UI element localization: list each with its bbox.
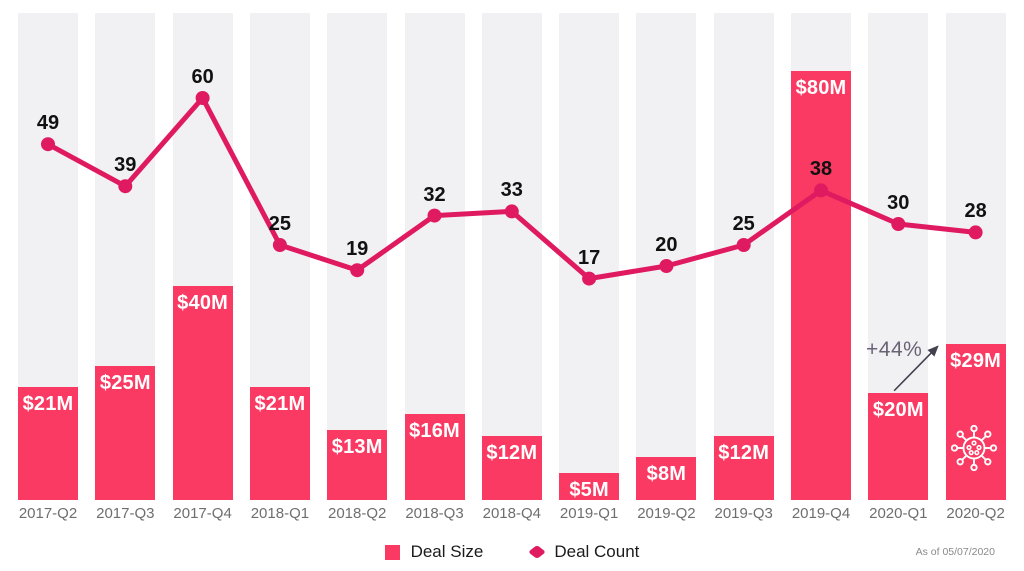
deal-count-marker — [891, 217, 906, 231]
deal-size-bar-2019-Q2: $8M — [636, 457, 697, 500]
deal-size-value-label: $12M — [486, 441, 538, 464]
deal-count-marker — [736, 238, 751, 252]
legend-label-deal-count: Deal Count — [554, 542, 640, 561]
virus-inner-dots — [966, 440, 982, 456]
x-axis-label-2020-Q1: 2020-Q1 — [869, 505, 928, 522]
deal-count-marker — [350, 263, 365, 278]
grid-column-band — [713, 13, 774, 500]
deal-size-value-label: $21M — [22, 393, 74, 416]
x-axis-label-2020-Q2: 2020-Q2 — [946, 505, 1005, 522]
deal-size-value-label: $40M — [177, 291, 229, 314]
deal-size-swatch-icon — [384, 544, 400, 560]
x-axis-label-2018-Q2: 2018-Q2 — [328, 505, 387, 522]
deal-size-bar-2019-Q3: $12M — [713, 435, 774, 500]
deal-size-value-label: $12M — [718, 441, 770, 464]
grid-column-band — [636, 13, 697, 500]
deal-count-value-label: 60 — [191, 66, 214, 88]
growth-arrow — [893, 345, 939, 392]
x-axis-label-2019-Q2: 2019-Q2 — [637, 505, 696, 522]
deal-size-value-label: $20M — [872, 398, 924, 421]
deal-count-marker — [814, 183, 828, 198]
deal-count-marker — [427, 208, 442, 223]
grid-column-band — [481, 13, 542, 500]
virus-spokes — [950, 424, 998, 472]
deal-size-value-label: $5M — [569, 479, 609, 502]
growth-annotation: +44% — [866, 338, 923, 361]
deal-size-bar-2019-Q1: $5M — [559, 473, 620, 502]
deal-size-bar-2018-Q4: $12M — [481, 435, 542, 500]
virus-icon — [950, 424, 998, 472]
deal-size-bar-2017-Q2: $21M — [18, 387, 78, 500]
deal-size-bar-2018-Q3: $16M — [404, 414, 465, 500]
deal-count-marker — [504, 204, 519, 219]
deal-count-marker — [968, 225, 983, 240]
deal-count-value-label: 19 — [346, 238, 369, 261]
x-axis-label-2017-Q3: 2017-Q3 — [96, 505, 155, 522]
deal-count-value-label: 25 — [732, 213, 755, 235]
deal-count-marker — [118, 179, 133, 194]
deal-count-swatch-icon — [528, 545, 547, 559]
deal-count-value-label: 49 — [36, 112, 60, 135]
deal-count-value-label: 33 — [500, 179, 523, 202]
legend-item-deal-count: Deal Count — [528, 542, 640, 562]
deal-size-bar-2017-Q4: $40M — [172, 285, 233, 500]
deal-size-value-label: $80M — [795, 77, 847, 99]
x-axis-label-2017-Q4: 2017-Q4 — [173, 505, 232, 522]
deal-count-value-label: 38 — [809, 158, 833, 181]
deal-size-value-label: $13M — [331, 436, 383, 459]
deal-size-value-label: $25M — [99, 371, 151, 394]
deal-size-bar-2020-Q2: $29M — [945, 344, 1006, 500]
x-axis-label-2019-Q1: 2019-Q1 — [559, 505, 619, 522]
deal-count-marker — [272, 238, 287, 252]
deal-size-bar-2017-Q3: $25M — [95, 365, 156, 500]
legend-item-deal-size: Deal Size — [384, 542, 484, 562]
x-axis-label-2018-Q3: 2018-Q3 — [405, 505, 464, 522]
deal-count-value-label: 39 — [114, 154, 137, 177]
x-axis-label-2018-Q1: 2018-Q1 — [250, 505, 310, 522]
deal-count-marker — [41, 137, 55, 152]
deal-count-value-label: 28 — [964, 200, 987, 223]
deal-size-bar-2020-Q1: $20M — [868, 392, 929, 500]
x-axis-label-2019-Q4: 2019-Q4 — [791, 505, 851, 522]
deal-size-value-label: $29M — [950, 350, 1002, 373]
deal-size-value-label: $8M — [646, 463, 687, 486]
legend-label-deal-size: Deal Size — [410, 542, 484, 561]
grid-column-band — [559, 13, 620, 500]
deal-count-value-label: 32 — [423, 183, 446, 206]
deal-count-value-label: 25 — [268, 213, 292, 235]
deal-count-marker — [659, 259, 674, 273]
x-axis-label-2019-Q3: 2019-Q3 — [714, 505, 773, 522]
deal-size-bar-2018-Q2: $13M — [327, 430, 388, 500]
deal-size-bar-2018-Q1: $21M — [249, 387, 310, 500]
as-of-date: As of 05/07/2020 — [915, 546, 995, 558]
x-axis-label-2017-Q2: 2017-Q2 — [18, 505, 78, 522]
deal-size-value-label: $16M — [409, 420, 460, 443]
deal-count-value-label: 20 — [655, 234, 678, 256]
x-axis-label-2018-Q4: 2018-Q4 — [482, 505, 541, 522]
deal-count-marker — [582, 271, 597, 286]
deal-size-bar-2019-Q4: $80M — [791, 71, 851, 500]
deal-size-value-label: $21M — [254, 393, 306, 416]
legend: Deal Size Deal Count — [0, 542, 1024, 562]
deal-count-value-label: 17 — [577, 246, 601, 269]
deal-count-marker — [195, 91, 210, 105]
deal-count-value-label: 30 — [887, 192, 910, 214]
